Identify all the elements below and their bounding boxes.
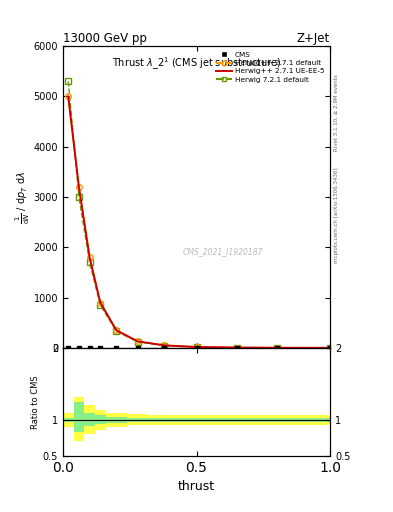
Y-axis label: $\frac{1}{\mathrm{d}N}\ /\ \mathrm{d}p_T\ \mathrm{d}\lambda$: $\frac{1}{\mathrm{d}N}\ /\ \mathrm{d}p_T… — [14, 170, 32, 224]
Legend: CMS, Herwig++ 2.7.1 default, Herwig++ 2.7.1 UE-EE-5, Herwig 7.2.1 default: CMS, Herwig++ 2.7.1 default, Herwig++ 2.… — [214, 50, 327, 85]
Y-axis label: Ratio to CMS: Ratio to CMS — [31, 375, 40, 429]
Text: Thrust $\lambda\_2^1$ (CMS jet substructure): Thrust $\lambda\_2^1$ (CMS jet substruct… — [112, 55, 281, 72]
Text: CMS_2021_I1920187: CMS_2021_I1920187 — [183, 247, 263, 256]
Text: mcplots.cern.ch [arXiv:1306.3436]: mcplots.cern.ch [arXiv:1306.3436] — [334, 167, 338, 263]
Text: Rivet 3.1.10, ≥ 2.9M events: Rivet 3.1.10, ≥ 2.9M events — [334, 74, 338, 151]
X-axis label: thrust: thrust — [178, 480, 215, 493]
Text: Z+Jet: Z+Jet — [297, 32, 330, 45]
Text: 13000 GeV pp: 13000 GeV pp — [63, 32, 147, 45]
